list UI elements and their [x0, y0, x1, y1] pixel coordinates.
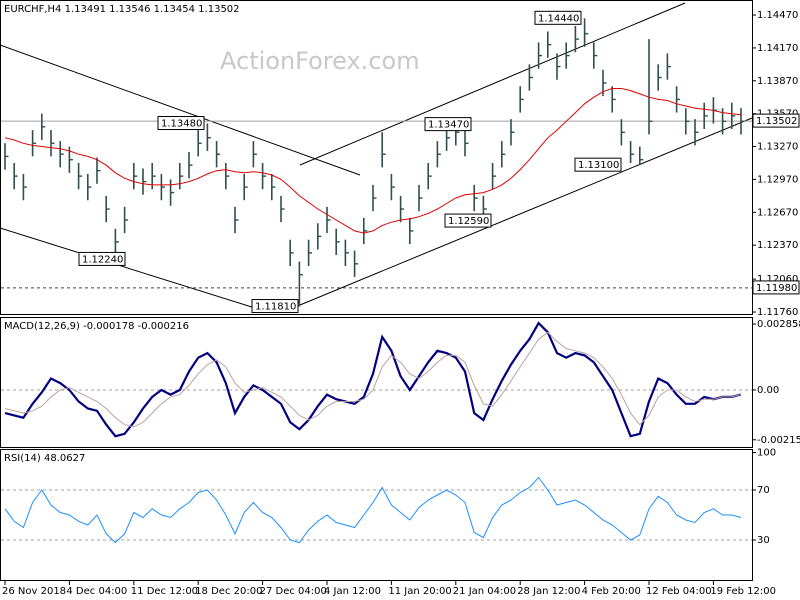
series-line [4, 331, 742, 428]
annotation-label: 1.13100 [578, 160, 619, 171]
y-tick-label: 1.12060 [757, 274, 798, 285]
rsi-title: RSI(14) 48.0627 [4, 453, 85, 464]
x-tick-label: 11 Jan 20:00 [388, 586, 451, 597]
y-tick-label: 30 [757, 535, 770, 546]
x-tick-label: 26 Nov 2018 [2, 586, 66, 597]
annotation-label: 1.13470 [428, 120, 469, 131]
x-tick-label: 4 Feb 20:00 [582, 586, 641, 597]
y-tick-label: -0.002158 [757, 435, 800, 446]
price-box [752, 280, 800, 295]
annotation-box [424, 117, 472, 132]
y-tick-label: 70 [757, 485, 770, 496]
rsi-panel [0, 449, 753, 581]
trend-line [0, 227, 256, 309]
y-tick-label: 1.12670 [757, 207, 798, 218]
annotation-label: 1.12240 [82, 254, 123, 265]
y-tick-label: 1.14470 [757, 10, 798, 21]
y-tick-label: 1.12370 [757, 240, 798, 251]
x-tick-label: 11 Dec 12:00 [131, 586, 198, 597]
y-tick-label: 1.13270 [757, 142, 798, 153]
price-label: 1.13502 [756, 116, 797, 127]
annotation-label: 1.13480 [161, 119, 202, 130]
series-line [4, 88, 742, 234]
series-line [4, 476, 742, 544]
annotation-box [157, 116, 205, 131]
x-tick-label: 21 Jan 04:00 [453, 586, 516, 597]
annotation-box [574, 157, 622, 172]
macd-panel [0, 317, 753, 448]
x-tick-label: 18 Dec 20:00 [195, 586, 262, 597]
y-tick-label: 1.12970 [757, 174, 798, 185]
x-tick-label: 12 Feb 04:00 [646, 586, 712, 597]
price-title: EURCHF,H4 1.13491 1.13546 1.13454 1.1350… [4, 4, 240, 15]
y-tick-label: 0.002858 [757, 319, 800, 330]
price-label: 1.11980 [756, 283, 797, 294]
y-tick-label: 1.11760 [757, 307, 798, 318]
x-tick-label: 4 Jan 12:00 [324, 586, 381, 597]
annotation-box [534, 10, 582, 25]
trend-line [299, 2, 686, 166]
trend-line [299, 117, 753, 306]
trend-line [0, 44, 361, 176]
price-box [752, 113, 800, 128]
y-tick-label: 100 [757, 448, 776, 459]
annotation-label: 1.12590 [448, 216, 489, 227]
x-tick-label: 28 Jan 12:00 [517, 586, 580, 597]
annotation-label: 1.11810 [255, 302, 296, 313]
y-tick-label: 1.14170 [757, 43, 798, 54]
y-tick-label: 0.00 [757, 385, 779, 396]
watermark: ActionForex.com [220, 47, 420, 75]
macd-title: MACD(12,26,9) -0.000178 -0.000216 [4, 321, 189, 332]
x-tick-label: 4 Dec 04:00 [66, 586, 127, 597]
annotation-box [251, 299, 299, 314]
annotation-box [78, 251, 126, 266]
price-panel [0, 0, 753, 315]
x-tick-label: 19 Feb 12:00 [710, 586, 776, 597]
x-tick-label: 27 Dec 04:00 [260, 586, 327, 597]
y-tick-label: 1.13870 [757, 76, 798, 87]
series-line [4, 321, 742, 438]
annotation-label: 1.14440 [538, 13, 579, 24]
annotation-box [444, 213, 492, 228]
